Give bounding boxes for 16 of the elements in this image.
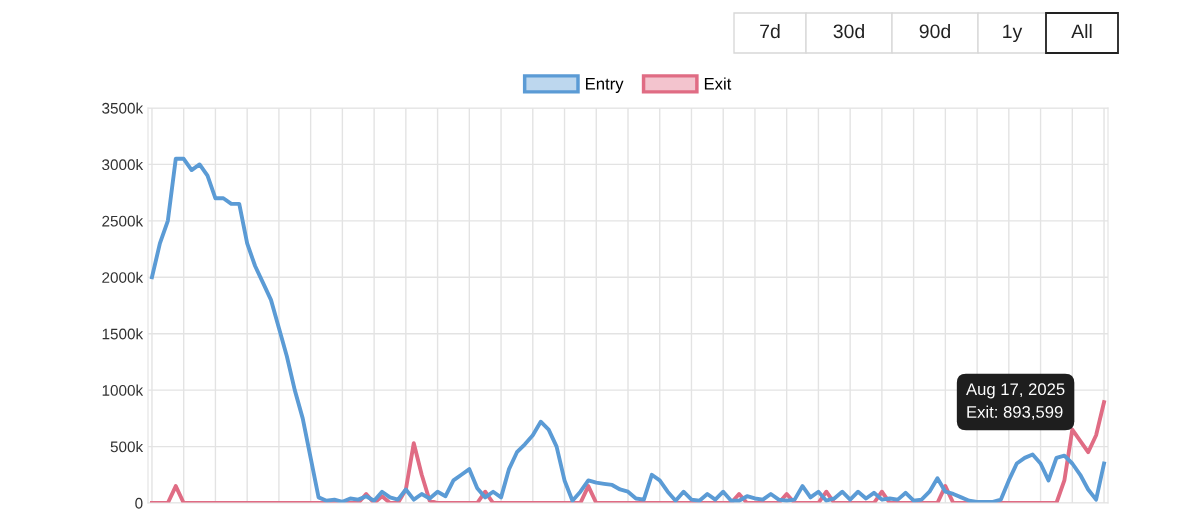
y-tick-label: 500k bbox=[110, 441, 144, 453]
text: 7d bbox=[760, 23, 780, 39]
y-tick-label: 1500k bbox=[102, 328, 144, 340]
y-tick-label: 3500k bbox=[102, 102, 144, 114]
legend-label: Entry bbox=[586, 78, 624, 93]
text: All bbox=[1071, 23, 1092, 39]
text: 90d bbox=[919, 23, 950, 39]
y-tick-label: 3000k bbox=[102, 158, 144, 171]
text: 30d bbox=[833, 23, 864, 39]
y-tick-label: 1000k bbox=[102, 384, 144, 396]
annotation: Aug 17, 2025 Exit: 893,599 bbox=[966, 383, 1065, 420]
text: 1y bbox=[1003, 24, 1023, 43]
y-tick-label: 2500k bbox=[102, 215, 144, 227]
y-tick-label: 2000k bbox=[102, 271, 144, 283]
legend-label: Exit bbox=[704, 77, 732, 90]
y-tick-label: 0 bbox=[135, 497, 143, 509]
